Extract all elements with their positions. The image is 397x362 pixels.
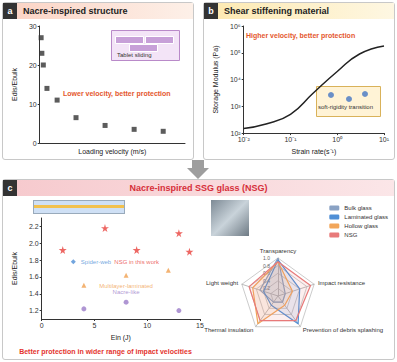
html-text:b: b bbox=[208, 6, 214, 16]
svg-text:Light weight: Light weight bbox=[206, 280, 238, 286]
svg-text:soft-rigidity transition: soft-rigidity transition bbox=[318, 104, 373, 110]
svg-text:10³: 10³ bbox=[231, 103, 242, 110]
svg-text:15: 15 bbox=[196, 322, 204, 329]
svg-text:1.4: 1.4 bbox=[29, 290, 39, 297]
svg-text:30: 30 bbox=[29, 23, 37, 30]
svg-text:0: 0 bbox=[40, 322, 44, 329]
svg-text:Loading velocity (m/s): Loading velocity (m/s) bbox=[78, 148, 146, 156]
svg-text:10: 10 bbox=[29, 101, 37, 108]
svg-text:2.0: 2.0 bbox=[29, 240, 39, 247]
svg-text:Lower velocity, better protect: Lower velocity, better protection bbox=[63, 90, 171, 98]
svg-text:10¹: 10¹ bbox=[379, 136, 390, 143]
svg-text:Transparency: Transparency bbox=[260, 248, 296, 254]
svg-text:Prevention of debris splashing: Prevention of debris splashing bbox=[303, 327, 383, 333]
svg-text:Ein (J): Ein (J) bbox=[111, 334, 131, 342]
svg-text:1.0: 1.0 bbox=[263, 255, 270, 261]
html-text:Nacre-inspired SSG glass (NSG): Nacre-inspired SSG glass (NSG) bbox=[129, 183, 268, 193]
svg-text:Spider-web: Spider-web bbox=[81, 259, 112, 265]
svg-text:1.2: 1.2 bbox=[29, 307, 39, 314]
svg-text:5: 5 bbox=[92, 322, 96, 329]
svg-text:Higher velocity, better protec: Higher velocity, better protection bbox=[246, 32, 355, 40]
svg-text:Edis/Ebulk: Edis/Ebulk bbox=[11, 251, 18, 285]
svg-text:10⁶: 10⁶ bbox=[230, 23, 241, 30]
svg-text:10⁻²: 10⁻² bbox=[238, 136, 251, 143]
svg-text:Strain rate(s⁻¹): Strain rate(s⁻¹) bbox=[291, 148, 336, 156]
svg-text:Better protection in wider ran: Better protection in wider range of impa… bbox=[19, 348, 192, 356]
svg-text:0.8: 0.8 bbox=[263, 263, 270, 269]
svg-text:1.8: 1.8 bbox=[29, 257, 39, 264]
svg-text:10: 10 bbox=[143, 322, 151, 329]
html-text:Shear stiffening material: Shear stiffening material bbox=[224, 6, 329, 16]
svg-text:Nacre-like: Nacre-like bbox=[113, 289, 141, 295]
svg-text:Tablet sliding: Tablet sliding bbox=[117, 52, 152, 58]
svg-text:10⁵: 10⁵ bbox=[230, 49, 241, 56]
svg-text:10⁴: 10⁴ bbox=[230, 76, 241, 83]
html-text:c: c bbox=[7, 183, 13, 193]
svg-text:Storage Modulus (Pa): Storage Modulus (Pa) bbox=[212, 46, 220, 114]
svg-text:Bulk glass: Bulk glass bbox=[344, 205, 371, 211]
svg-text:1.6: 1.6 bbox=[29, 273, 39, 280]
svg-text:Impact resistance: Impact resistance bbox=[318, 280, 366, 286]
svg-text:10²: 10² bbox=[230, 129, 241, 137]
svg-text:NSG: NSG bbox=[344, 232, 357, 238]
svg-text:Edis/Ebulk: Edis/Ebulk bbox=[11, 67, 18, 101]
html-text:a: a bbox=[7, 6, 13, 16]
svg-text:Laminated glass: Laminated glass bbox=[344, 214, 388, 220]
html-text:Nacre-inspired structure: Nacre-inspired structure bbox=[23, 6, 128, 16]
svg-text:Multilayer-laminated: Multilayer-laminated bbox=[99, 282, 153, 289]
svg-text:Hollow glass: Hollow glass bbox=[344, 223, 378, 229]
svg-text:10⁻¹: 10⁻¹ bbox=[284, 136, 297, 143]
svg-text:Thermal insulation: Thermal insulation bbox=[204, 327, 253, 333]
svg-text:20: 20 bbox=[29, 62, 37, 69]
svg-text:0: 0 bbox=[33, 140, 37, 147]
svg-text:NSG in this work: NSG in this work bbox=[114, 259, 160, 265]
svg-text:2.2: 2.2 bbox=[29, 223, 39, 230]
svg-text:10⁰: 10⁰ bbox=[332, 136, 343, 143]
